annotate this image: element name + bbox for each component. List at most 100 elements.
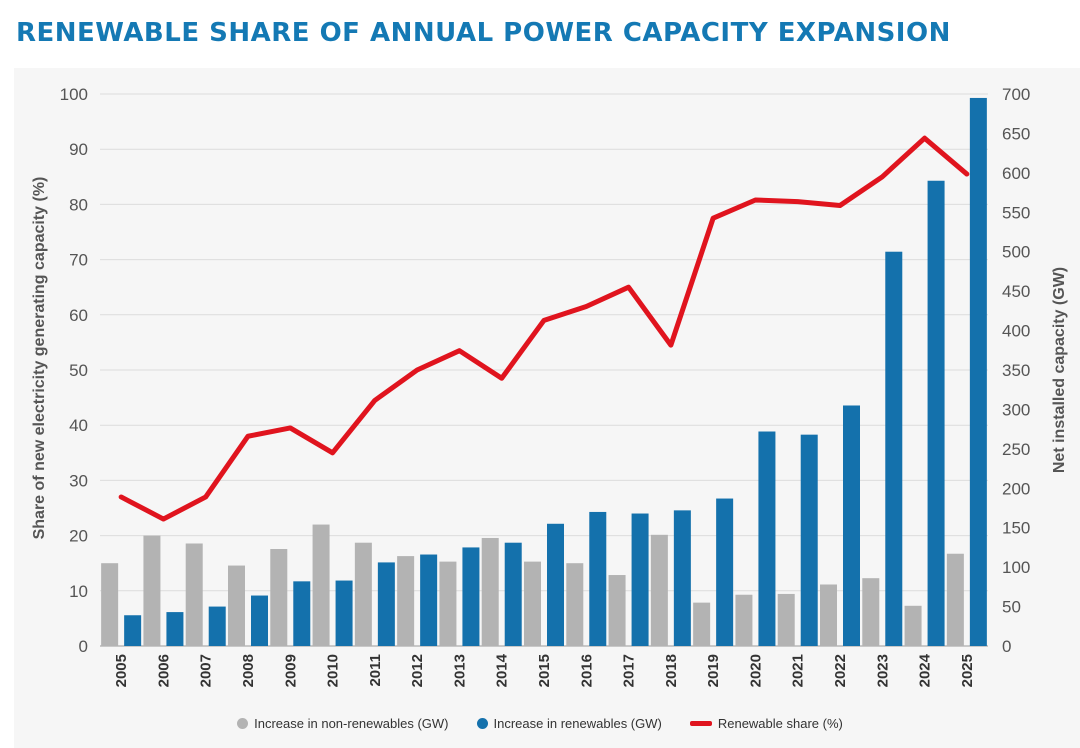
bar-non-renewables-2016: [566, 563, 584, 646]
bar-non-renewables-2007: [185, 543, 203, 646]
x-tick-label: 2016: [578, 654, 595, 687]
bar-renewables-2018: [673, 510, 691, 646]
x-tick-label: 2020: [747, 654, 764, 687]
bar-non-renewables-2019: [693, 602, 711, 646]
bar-renewables-2024: [927, 180, 945, 646]
right-tick-label: 250: [1002, 440, 1030, 459]
x-tick-label: 2021: [790, 654, 807, 687]
left-tick-label: 60: [69, 306, 88, 325]
right-tick-label: 550: [1002, 203, 1030, 222]
bar-renewables-2008: [251, 595, 268, 646]
x-tick-label: 2005: [113, 654, 130, 687]
legend-item-renewable-share: Renewable share (%): [689, 716, 843, 731]
x-tick-label: 2025: [959, 654, 976, 687]
x-tick-label: 2018: [663, 654, 680, 687]
bar-renewables-2023: [885, 251, 903, 646]
bar-non-renewables-2022: [820, 584, 837, 646]
right-tick-label: 650: [1002, 124, 1030, 143]
legend-label-renewables: Increase in renewables (GW): [493, 716, 662, 731]
right-axis-title: Net installed capacity (GW): [1051, 267, 1068, 473]
left-tick-label: 40: [69, 416, 88, 435]
left-tick-label: 10: [69, 582, 88, 601]
x-tick-label: 2007: [198, 654, 215, 687]
bar-renewables-2006: [166, 612, 184, 646]
bar-renewables-2011: [377, 562, 395, 646]
left-axis-title: Share of new electricity generating capa…: [31, 177, 48, 540]
x-tick-label: 2011: [367, 654, 384, 687]
bar-non-renewables-2024: [904, 605, 922, 646]
bar-renewables-2013: [462, 547, 480, 646]
left-tick-label: 0: [79, 637, 88, 656]
bar-non-renewables-2025: [946, 553, 964, 646]
right-tick-label: 500: [1002, 243, 1030, 262]
x-tick-label: 2009: [282, 654, 299, 687]
x-tick-label: 2023: [874, 654, 891, 687]
bars: [101, 97, 987, 646]
x-tick-label: 2017: [621, 654, 638, 687]
legend-label-non-renewables: Increase in non-renewables (GW): [254, 716, 449, 731]
bar-renewables-2017: [631, 513, 649, 646]
bar-non-renewables-2015: [524, 561, 541, 646]
gridlines: [100, 93, 988, 647]
bar-renewables-2021: [800, 434, 818, 646]
x-tick-label: 2014: [494, 653, 511, 687]
right-tick-label: 350: [1002, 361, 1030, 380]
right-tick-label: 600: [1002, 164, 1030, 183]
bar-renewables-2010: [335, 580, 353, 646]
bar-non-renewables-2018: [650, 534, 668, 646]
bar-non-renewables-2008: [228, 565, 245, 646]
legend-item-renewables: Increase in renewables (GW): [476, 716, 662, 731]
bar-non-renewables-2014: [481, 537, 499, 646]
bar-renewables-2007: [208, 606, 226, 646]
left-axis-ticks: 0 10 20 30 40 50 60 70 80 90 100: [60, 85, 88, 656]
right-tick-label: 50: [1002, 598, 1021, 617]
right-tick-label: 150: [1002, 519, 1030, 538]
x-tick-label: 2008: [240, 654, 257, 687]
x-tick-label: 2006: [155, 654, 172, 687]
left-tick-label: 30: [69, 471, 88, 490]
bar-renewables-2015: [547, 523, 564, 646]
left-tick-label: 70: [69, 251, 88, 270]
legend-item-non-renewables: Increase in non-renewables (GW): [237, 716, 449, 731]
right-tick-label: 100: [1002, 558, 1030, 577]
legend-swatch-non-renewables: [237, 718, 249, 729]
right-tick-label: 450: [1002, 282, 1030, 301]
chart-title: RENEWABLE SHARE OF ANNUAL POWER CAPACITY…: [16, 18, 951, 48]
x-tick-label: 2022: [832, 654, 849, 687]
x-tick-label: 2012: [409, 654, 426, 687]
bar-non-renewables-2006: [143, 535, 161, 646]
bar-non-renewables-2009: [270, 549, 288, 646]
left-tick-label: 50: [69, 361, 88, 380]
legend-swatch-renewables: [476, 718, 488, 729]
share-line: [118, 135, 970, 522]
bar-renewables-2019: [716, 498, 734, 646]
bar-renewables-2016: [589, 511, 607, 646]
bar-renewables-2014: [504, 542, 522, 646]
left-tick-label: 80: [69, 195, 88, 214]
bar-renewables-2020: [758, 431, 776, 646]
x-tick-label: 2015: [536, 654, 553, 687]
legend-swatch-renewable-share: [689, 721, 712, 726]
bar-renewables-2012: [420, 554, 438, 646]
bar-non-renewables-2010: [312, 524, 330, 646]
bar-renewables-2005: [124, 615, 142, 646]
left-tick-label: 90: [69, 140, 88, 159]
left-tick-label: 20: [69, 527, 88, 546]
right-tick-label: 0: [1002, 637, 1011, 656]
bar-non-renewables-2012: [397, 556, 415, 646]
bar-non-renewables-2021: [777, 593, 795, 646]
right-tick-label: 400: [1002, 322, 1030, 341]
bar-renewables-2025: [969, 97, 987, 646]
left-tick-label: 100: [60, 85, 88, 104]
x-tick-label: 2010: [325, 654, 342, 687]
renewable-share-line: [118, 135, 970, 522]
bar-non-renewables-2017: [608, 575, 626, 646]
bar-non-renewables-2005: [101, 563, 119, 646]
bar-non-renewables-2013: [439, 561, 457, 646]
bar-non-renewables-2023: [862, 578, 880, 646]
legend: Increase in non-renewables (GW) Increase…: [0, 716, 1080, 731]
bar-renewables-2009: [293, 581, 311, 646]
right-axis-ticks: 0 50 100 150 200 250 300 350 400 450 500 550 600 650 7…: [1002, 85, 1030, 656]
x-tick-label: 2024: [917, 653, 934, 687]
